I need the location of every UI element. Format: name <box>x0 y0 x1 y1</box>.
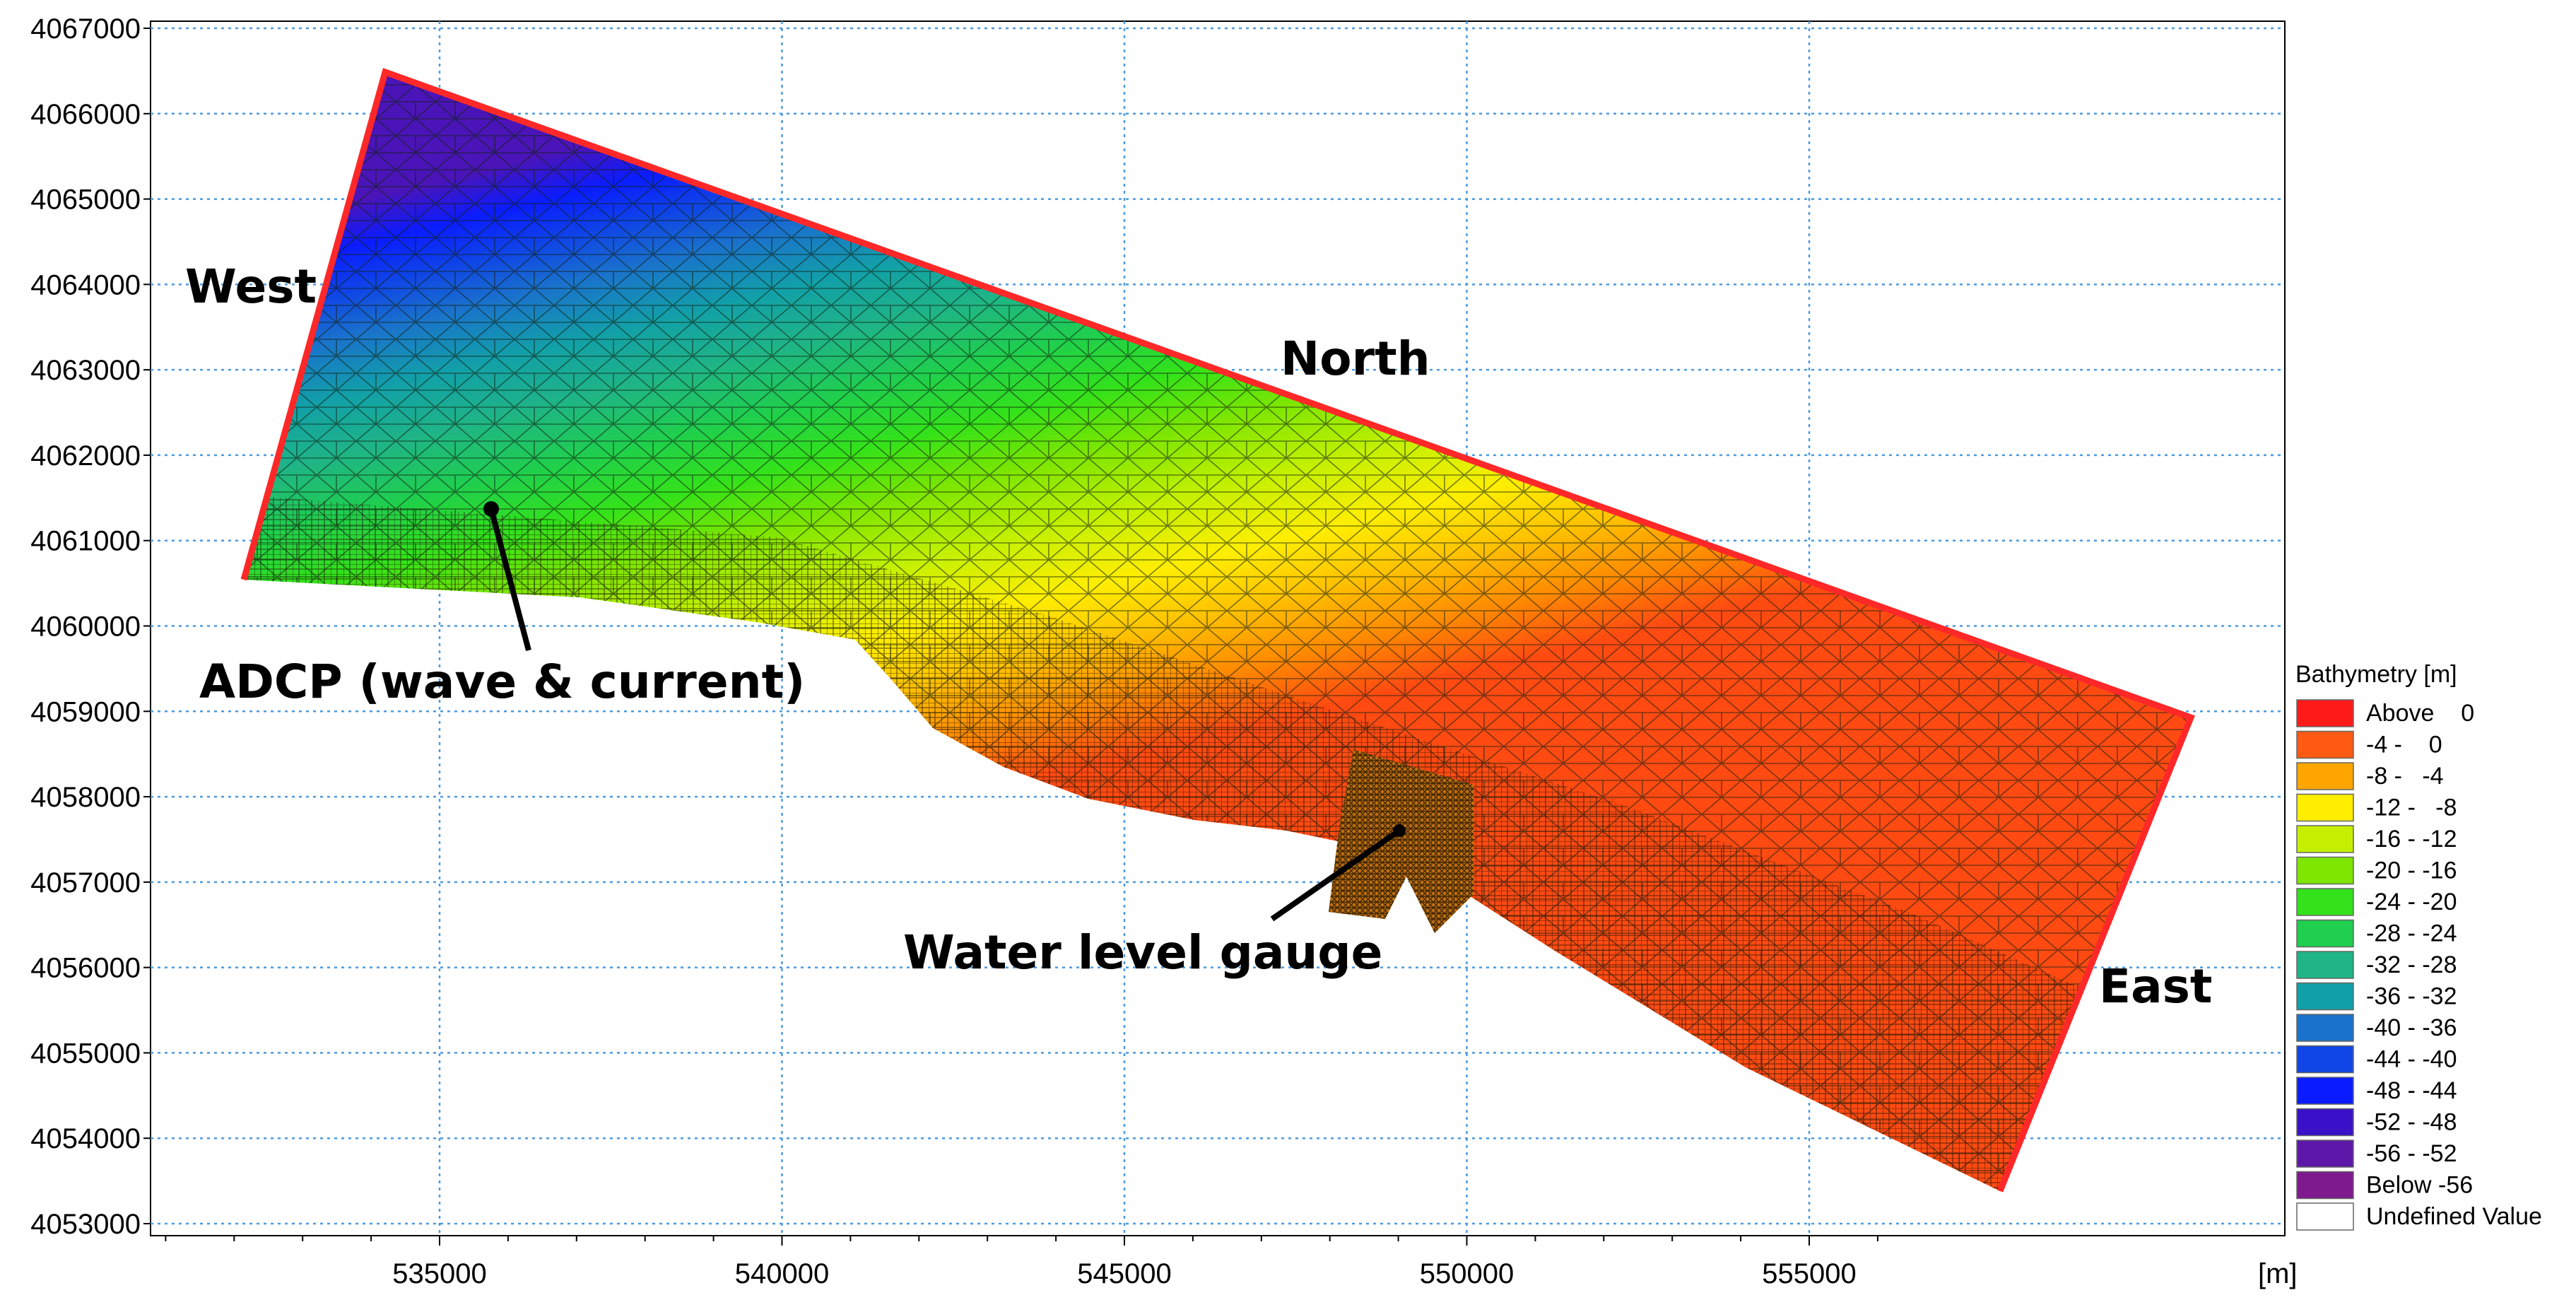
legend-label: -56 - -52 <box>2366 1140 2457 1167</box>
legend-swatch <box>2296 762 2354 790</box>
legend-swatch <box>2296 888 2354 916</box>
legend-label: Above 0 <box>2366 700 2474 727</box>
y-tick-label: 4067000 <box>30 13 141 45</box>
legend-swatch <box>2296 919 2354 948</box>
x-tick-label: 550000 <box>1420 1258 1514 1289</box>
y-tick-label: 4061000 <box>30 526 141 557</box>
legend-swatch <box>2296 1045 2354 1074</box>
legend-label: -8 - -4 <box>2366 763 2444 790</box>
y-tick-label: 4060000 <box>30 611 141 643</box>
label-adcp: ADCP (wave & current) <box>199 655 805 709</box>
legend-swatch <box>2296 1077 2354 1105</box>
legend-swatch <box>2296 730 2354 759</box>
adcp-pointer <box>488 508 531 652</box>
legend-swatch <box>2296 856 2354 885</box>
label-west: West <box>185 259 317 314</box>
y-tick-label: 4057000 <box>30 867 141 898</box>
mesh-nearshore <box>244 495 2085 1191</box>
x-axis-unit: [m] <box>2258 1258 2298 1289</box>
legend-label: -44 - -40 <box>2366 1046 2457 1073</box>
legend-swatch <box>2296 1108 2354 1137</box>
legend-title: Bathymetry [m] <box>2295 661 2457 688</box>
legend-swatch <box>2296 1171 2354 1200</box>
legend-label: -20 - -16 <box>2366 857 2457 884</box>
y-tick-label: 4055000 <box>30 1038 141 1069</box>
legend-label: -52 - -48 <box>2366 1109 2457 1136</box>
legend-label: -24 - -20 <box>2366 889 2457 915</box>
legend-swatch <box>2296 793 2354 822</box>
y-axis: 4053000 4054000 4055000 4056000 4057000 40580… <box>30 13 151 1240</box>
legend-label: -12 - -8 <box>2366 795 2457 821</box>
x-tick-label: 545000 <box>1077 1258 1171 1289</box>
legend-swatch <box>2296 1014 2354 1042</box>
legend-label: -28 - -24 <box>2366 920 2457 947</box>
y-tick-label: 4065000 <box>30 184 141 216</box>
legend-swatch <box>2296 982 2354 1011</box>
y-tick-label: 4063000 <box>30 355 141 386</box>
legend-swatch <box>2296 1140 2354 1168</box>
label-gauge: Water level gauge <box>903 925 1382 980</box>
legend-label: -40 - -36 <box>2366 1014 2457 1041</box>
legend: Bathymetry [m] Above 0 -4 - 0 -8 - -4 -12 -… <box>2295 661 2542 1231</box>
y-tick-label: 4066000 <box>30 99 141 130</box>
legend-label: -16 - -12 <box>2366 826 2457 853</box>
legend-label: Below -56 <box>2366 1172 2473 1199</box>
y-tick-label: 4053000 <box>30 1209 141 1240</box>
x-tick-label: 555000 <box>1762 1258 1856 1289</box>
y-tick-label: 4062000 <box>30 440 141 472</box>
legend-swatch <box>2296 825 2354 853</box>
y-tick-label: 4059000 <box>30 696 141 727</box>
offshore-boundary <box>240 68 2195 1193</box>
legend-label: Undefined Value <box>2366 1203 2542 1230</box>
legend-label: -48 - -44 <box>2366 1077 2457 1104</box>
legend-label: -32 - -28 <box>2366 951 2457 978</box>
legend-swatch <box>2296 1202 2354 1231</box>
legend-label: -4 - 0 <box>2366 732 2442 758</box>
y-tick-label: 4054000 <box>30 1123 141 1154</box>
gauge-pointer <box>1270 828 1401 922</box>
x-tick-label: 535000 <box>392 1258 486 1289</box>
x-axis: 535000 540000 545000 550000 555000 <box>165 1236 1878 1289</box>
y-tick-label: 4064000 <box>30 269 141 300</box>
y-tick-label: 4056000 <box>30 953 141 984</box>
label-east: East <box>2099 959 2212 1014</box>
legend-swatch <box>2296 951 2354 979</box>
y-tick-label: 4058000 <box>30 782 141 813</box>
label-north: North <box>1281 332 1430 386</box>
mesh-harbor-overlay <box>1329 749 1474 933</box>
legend-swatch <box>2296 699 2354 727</box>
x-tick-label: 540000 <box>735 1258 829 1289</box>
legend-label: -36 - -32 <box>2366 983 2457 1010</box>
